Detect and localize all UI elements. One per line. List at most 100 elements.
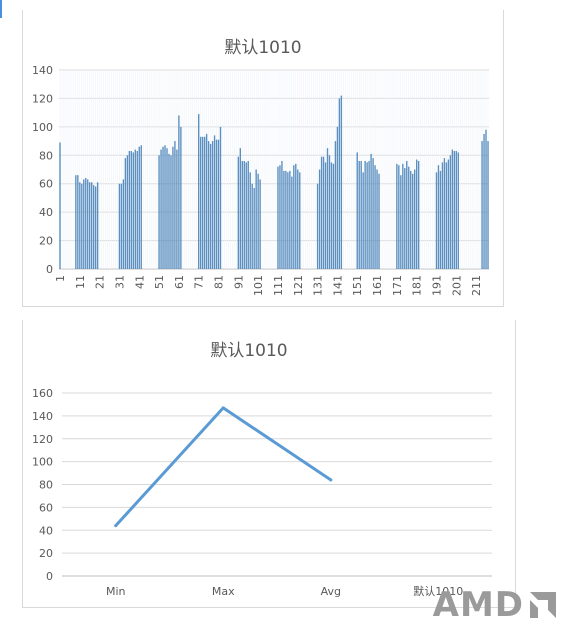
bar [413, 169, 416, 269]
bar [211, 141, 214, 269]
bar [364, 160, 366, 269]
x-tick-label: 81 [213, 275, 226, 289]
bar [295, 163, 297, 269]
chart-title: 默认1010 [210, 341, 287, 361]
bar [396, 163, 398, 269]
x-tick-label: 121 [292, 275, 305, 296]
bar [172, 146, 174, 269]
bar [178, 115, 180, 269]
bar [170, 155, 172, 269]
x-tick-label: 51 [153, 275, 166, 289]
bar-chart-panel[interactable]: 默认1010 0 20 40 60 80 100 120 140 1 11 21 31 41 51 61 7… [22, 10, 504, 307]
x-tick-label: 41 [133, 275, 146, 289]
bar [130, 151, 133, 269]
bar [122, 179, 125, 269]
bar [87, 179, 89, 269]
bar [215, 139, 218, 269]
y-tick-label: 140 [32, 410, 53, 423]
bar [118, 183, 121, 269]
bar [249, 172, 251, 269]
bar [447, 159, 450, 269]
bar [451, 149, 454, 269]
y-tick-label: 100 [32, 121, 53, 134]
bar [279, 165, 281, 269]
bar [79, 182, 81, 269]
bar [328, 155, 331, 269]
bar [203, 136, 206, 269]
bar [164, 145, 166, 269]
bar [439, 170, 442, 269]
bar [217, 139, 220, 269]
amd-logo-watermark: AMD [433, 585, 558, 625]
bar [83, 179, 85, 269]
bar [437, 165, 440, 269]
y-tick-label: 60 [39, 178, 53, 191]
bar [435, 172, 438, 269]
x-tick-label: 211 [470, 275, 483, 296]
bar [160, 149, 162, 269]
bar [251, 183, 253, 269]
bar [318, 169, 321, 269]
bar [198, 114, 200, 269]
bar [199, 136, 202, 269]
bar [81, 183, 83, 269]
x-tick-label: 131 [312, 275, 325, 296]
y-tick-label: 80 [39, 479, 53, 492]
bar [455, 151, 457, 269]
bar [247, 160, 249, 269]
bar [245, 162, 247, 269]
bar [219, 126, 222, 269]
bar [481, 141, 483, 269]
bar [408, 166, 410, 269]
bar [378, 173, 380, 269]
y-tick-label: 40 [39, 524, 53, 537]
bar [483, 133, 485, 269]
bar [241, 160, 243, 269]
bar [406, 160, 408, 269]
y-tick-label: 140 [32, 64, 53, 77]
bar [412, 173, 414, 269]
bar [180, 126, 182, 269]
bar [94, 186, 97, 269]
y-tick-label: 60 [39, 501, 53, 514]
bar [320, 156, 323, 269]
bar [59, 142, 61, 269]
watermark-text: AMD [432, 585, 524, 625]
bar [402, 163, 404, 269]
y-tick-label: 120 [32, 92, 53, 105]
bar [332, 163, 335, 269]
x-tick-label: 111 [272, 275, 285, 296]
bar [368, 160, 370, 269]
amd-arrow-icon [530, 592, 556, 618]
bar [336, 126, 339, 269]
bar [176, 149, 178, 269]
bar [166, 148, 168, 269]
bar [322, 156, 325, 269]
bar [277, 166, 279, 269]
bar [338, 98, 341, 269]
bar [174, 141, 176, 269]
bar [91, 182, 93, 269]
x-tick-label: 1 [54, 275, 67, 282]
bar [398, 165, 400, 269]
bar [324, 162, 327, 269]
data-point [329, 478, 333, 482]
bar [358, 160, 360, 269]
selection-marker [0, 0, 2, 18]
x-tick-label: 151 [351, 275, 364, 296]
x-tick-label: 21 [94, 275, 107, 289]
bar [400, 175, 402, 269]
data-point [114, 524, 118, 528]
bar [330, 162, 333, 269]
bar [255, 169, 257, 269]
x-tick-label: 11 [74, 275, 87, 289]
line-chart-panel[interactable]: 默认1010 0 20 40 60 80 100 120 140 160 Min Max Avg 默认… [22, 320, 516, 608]
y-tick-label: 160 [32, 387, 53, 400]
x-tick-label: 161 [371, 275, 384, 296]
bar [410, 170, 412, 269]
y-tick-label: 40 [39, 206, 53, 219]
bar [168, 153, 170, 269]
bar [334, 141, 337, 269]
bar [253, 187, 255, 269]
bar [449, 155, 452, 269]
